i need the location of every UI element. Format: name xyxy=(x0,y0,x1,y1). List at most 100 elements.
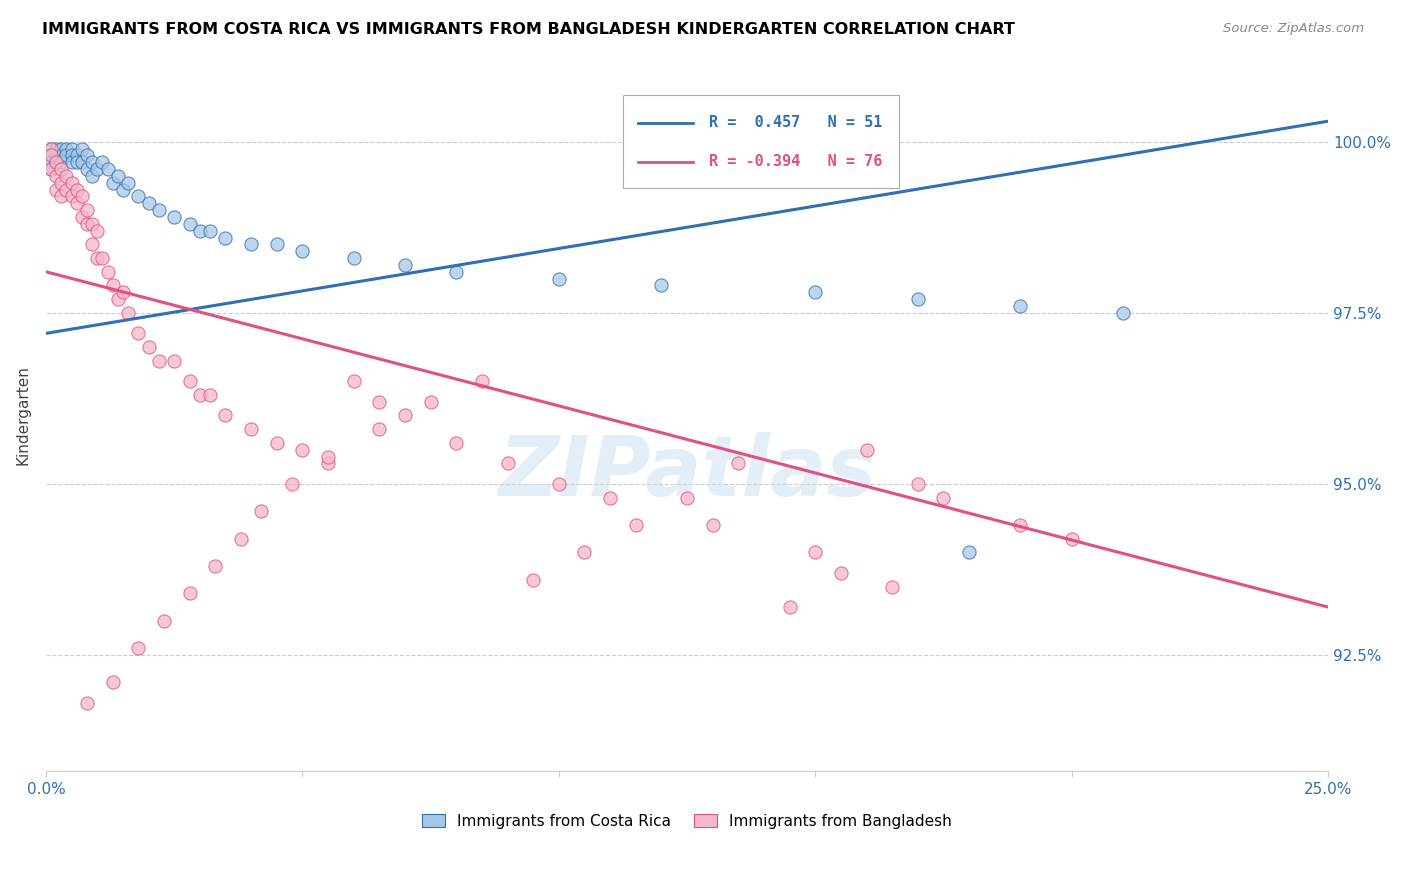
Point xyxy=(82,155,104,169)
Point xyxy=(51,176,73,190)
Point xyxy=(574,545,596,559)
Point xyxy=(1060,532,1083,546)
Point xyxy=(804,545,827,559)
Point xyxy=(522,573,544,587)
Point xyxy=(127,189,149,203)
Point xyxy=(496,456,519,470)
Point xyxy=(107,169,129,183)
Point xyxy=(624,518,647,533)
Point xyxy=(163,353,186,368)
Text: Source: ZipAtlas.com: Source: ZipAtlas.com xyxy=(1223,22,1364,36)
Point xyxy=(1010,518,1032,533)
Point xyxy=(60,189,83,203)
Point xyxy=(55,142,77,156)
Point xyxy=(117,306,139,320)
Point xyxy=(39,142,62,156)
Point xyxy=(39,162,62,177)
Point xyxy=(76,696,98,710)
Point xyxy=(291,442,314,457)
Point xyxy=(101,278,124,293)
Point xyxy=(830,566,852,580)
Point xyxy=(281,477,304,491)
Point xyxy=(51,142,73,156)
Point xyxy=(86,251,108,265)
Point xyxy=(882,580,904,594)
Text: ZIPatlas: ZIPatlas xyxy=(498,432,876,513)
Point xyxy=(66,148,89,162)
Point xyxy=(163,210,186,224)
Point xyxy=(446,265,468,279)
Text: IMMIGRANTS FROM COSTA RICA VS IMMIGRANTS FROM BANGLADESH KINDERGARTEN CORRELATIO: IMMIGRANTS FROM COSTA RICA VS IMMIGRANTS… xyxy=(42,22,1015,37)
Point xyxy=(316,450,339,464)
Point xyxy=(291,244,314,259)
Point xyxy=(70,189,93,203)
Point xyxy=(138,340,160,354)
Point xyxy=(1112,306,1135,320)
Point xyxy=(471,374,494,388)
Point xyxy=(82,217,104,231)
Point xyxy=(55,183,77,197)
Point xyxy=(240,237,263,252)
Point xyxy=(39,148,62,162)
Point xyxy=(76,217,98,231)
Text: R = -0.394   N = 76: R = -0.394 N = 76 xyxy=(709,154,882,169)
Point xyxy=(101,675,124,690)
Point xyxy=(266,237,288,252)
Point xyxy=(907,292,929,306)
Point xyxy=(91,251,114,265)
Point xyxy=(51,189,73,203)
Point xyxy=(60,148,83,162)
Point xyxy=(138,196,160,211)
Point xyxy=(127,326,149,341)
Point xyxy=(66,183,89,197)
Point xyxy=(394,258,416,272)
Point xyxy=(214,230,236,244)
Point xyxy=(76,203,98,218)
Point xyxy=(51,148,73,162)
Point xyxy=(419,394,441,409)
Point xyxy=(55,169,77,183)
Point xyxy=(343,374,366,388)
Point xyxy=(60,176,83,190)
Point xyxy=(779,600,801,615)
Point xyxy=(39,148,62,162)
Point xyxy=(66,155,89,169)
Point xyxy=(198,224,221,238)
Point xyxy=(86,162,108,177)
Point xyxy=(45,183,67,197)
Point xyxy=(45,142,67,156)
Point xyxy=(117,176,139,190)
Point xyxy=(60,142,83,156)
Point xyxy=(229,532,252,546)
Y-axis label: Kindergarten: Kindergarten xyxy=(15,366,30,466)
Point xyxy=(650,278,672,293)
Point xyxy=(70,155,93,169)
Point xyxy=(446,435,468,450)
Point xyxy=(153,614,176,628)
Point xyxy=(547,477,569,491)
Point xyxy=(107,292,129,306)
Point xyxy=(55,148,77,162)
Point xyxy=(343,251,366,265)
Point xyxy=(188,224,211,238)
Point xyxy=(394,409,416,423)
Point xyxy=(45,169,67,183)
Point xyxy=(82,169,104,183)
Point xyxy=(66,196,89,211)
Point xyxy=(39,155,62,169)
Point xyxy=(111,183,134,197)
Point xyxy=(179,586,201,600)
Legend: Immigrants from Costa Rica, Immigrants from Bangladesh: Immigrants from Costa Rica, Immigrants f… xyxy=(416,807,957,835)
Point xyxy=(368,394,391,409)
Text: R =  0.457   N = 51: R = 0.457 N = 51 xyxy=(709,115,882,130)
Point xyxy=(250,504,273,518)
Point xyxy=(86,224,108,238)
Point xyxy=(957,545,980,559)
Point xyxy=(179,217,201,231)
Point xyxy=(179,374,201,388)
Point xyxy=(266,435,288,450)
Point xyxy=(70,210,93,224)
Point xyxy=(198,388,221,402)
Point xyxy=(51,162,73,177)
Point xyxy=(111,285,134,300)
